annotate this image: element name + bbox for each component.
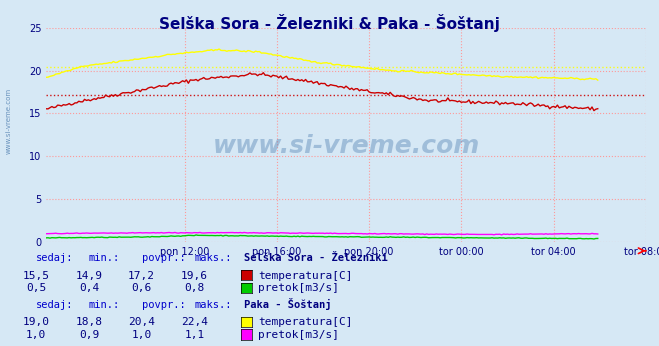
Text: 0,4: 0,4	[79, 283, 99, 293]
Text: min.:: min.:	[89, 300, 120, 310]
Text: sedaj:: sedaj:	[36, 253, 74, 263]
Text: 17,2: 17,2	[129, 271, 155, 281]
Text: 19,6: 19,6	[181, 271, 208, 281]
Text: 19,0: 19,0	[23, 317, 49, 327]
Text: Paka - Šoštanj: Paka - Šoštanj	[244, 298, 331, 310]
Text: 0,6: 0,6	[132, 283, 152, 293]
Text: 18,8: 18,8	[76, 317, 102, 327]
Text: Selška Sora - Železniki: Selška Sora - Železniki	[244, 253, 387, 263]
Text: maks.:: maks.:	[194, 253, 232, 263]
Text: povpr.:: povpr.:	[142, 253, 185, 263]
Text: min.:: min.:	[89, 253, 120, 263]
Text: pretok[m3/s]: pretok[m3/s]	[258, 330, 339, 340]
Text: www.si-vreme.com: www.si-vreme.com	[5, 88, 11, 154]
Text: 0,9: 0,9	[79, 330, 99, 340]
Text: 22,4: 22,4	[181, 317, 208, 327]
Text: 0,5: 0,5	[26, 283, 46, 293]
Text: www.si-vreme.com: www.si-vreme.com	[212, 134, 480, 158]
Text: pretok[m3/s]: pretok[m3/s]	[258, 283, 339, 293]
Text: 1,1: 1,1	[185, 330, 204, 340]
Text: maks.:: maks.:	[194, 300, 232, 310]
Text: 0,8: 0,8	[185, 283, 204, 293]
Text: sedaj:: sedaj:	[36, 300, 74, 310]
Text: 1,0: 1,0	[132, 330, 152, 340]
Text: Selška Sora - Železniki & Paka - Šoštanj: Selška Sora - Železniki & Paka - Šoštanj	[159, 14, 500, 32]
Text: 15,5: 15,5	[23, 271, 49, 281]
Text: temperatura[C]: temperatura[C]	[258, 271, 353, 281]
Text: 14,9: 14,9	[76, 271, 102, 281]
Text: 1,0: 1,0	[26, 330, 46, 340]
Text: 20,4: 20,4	[129, 317, 155, 327]
Text: temperatura[C]: temperatura[C]	[258, 317, 353, 327]
Text: povpr.:: povpr.:	[142, 300, 185, 310]
